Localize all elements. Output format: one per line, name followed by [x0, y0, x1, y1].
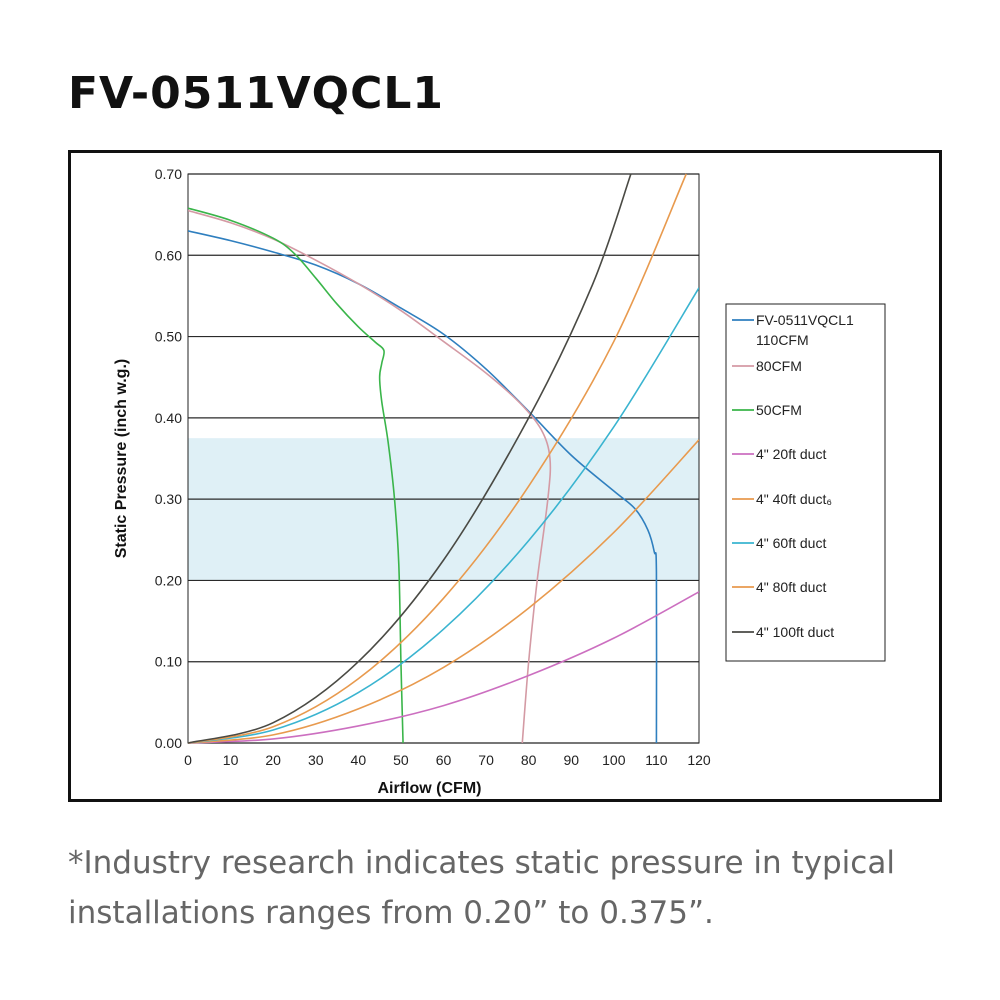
- legend-label: 4" 20ft duct: [756, 446, 826, 462]
- y-tick-label: 0.30: [155, 491, 182, 507]
- legend-label: 50CFM: [756, 402, 802, 418]
- typical-pressure-band: [188, 438, 699, 581]
- plot-frame: [187, 173, 700, 744]
- series-line-1: [188, 209, 552, 744]
- y-tick-label: 0.60: [155, 247, 182, 263]
- legend-label: FV-0511VQCL1: [756, 312, 854, 328]
- series-line-4: [188, 439, 699, 744]
- x-tick-label: 90: [563, 752, 579, 768]
- y-tick-label: 0.20: [155, 572, 182, 588]
- y-tick-label: 0.40: [155, 410, 182, 426]
- x-tick-label: 80: [521, 752, 537, 768]
- legend: FV-0511VQCL1 110CFM 80CFM 50CFM 4" 20ft duct…: [725, 303, 886, 662]
- series-line-3: [188, 591, 699, 744]
- chart: 0.00 0.10 0.20 0.30 0.40 0.50 0.60 0.70 0 10 20 30 4…: [113, 166, 886, 797]
- y-tick-label: 0.70: [155, 166, 182, 182]
- x-axis-label: Airflow (CFM): [378, 780, 482, 797]
- x-tick-label: 20: [265, 752, 281, 768]
- legend-label: 4" 40ft duct₆: [756, 491, 832, 507]
- x-tick-label: 70: [478, 752, 494, 768]
- y-tick-label: 0.50: [155, 329, 182, 345]
- series-layer: [188, 173, 699, 744]
- legend-label: 4" 100ft duct: [756, 624, 834, 640]
- x-tick-label: 110: [645, 752, 668, 768]
- y-axis-label: Static Pressure (inch w.g.): [113, 359, 130, 558]
- series-line-7: [188, 173, 632, 744]
- legend-label: 80CFM: [756, 358, 802, 374]
- x-tick-label: 40: [351, 752, 367, 768]
- x-tick-label: 100: [602, 752, 626, 768]
- series-line-2: [188, 207, 404, 744]
- y-tick-label: 0.00: [155, 735, 182, 751]
- x-tick-label: 10: [223, 752, 239, 768]
- legend-label: 4" 80ft duct: [756, 579, 826, 595]
- series-line-5: [188, 287, 699, 744]
- x-tick-label: 120: [687, 752, 711, 768]
- x-tick-label: 0: [184, 752, 192, 768]
- y-tick-label: 0.10: [155, 654, 182, 670]
- x-tick-label: 60: [436, 752, 452, 768]
- x-tick-label: 50: [393, 752, 409, 768]
- legend-label-line2: 110CFM: [756, 332, 809, 348]
- chart-frame: 0.00 0.10 0.20 0.30 0.40 0.50 0.60 0.70 0 10 20 30 4…: [68, 150, 942, 802]
- legend-label: 4" 60ft duct: [756, 535, 826, 551]
- page-title: FV-0511VQCL1: [68, 68, 445, 119]
- tick-labels: 0.00 0.10 0.20 0.30 0.40 0.50 0.60 0.70 0 10 20 30 4…: [155, 166, 711, 768]
- legend-box: [725, 303, 886, 662]
- series-line-6: [188, 173, 687, 744]
- footnote: *Industry research indicates static pres…: [68, 845, 895, 931]
- x-tick-label: 30: [308, 752, 324, 768]
